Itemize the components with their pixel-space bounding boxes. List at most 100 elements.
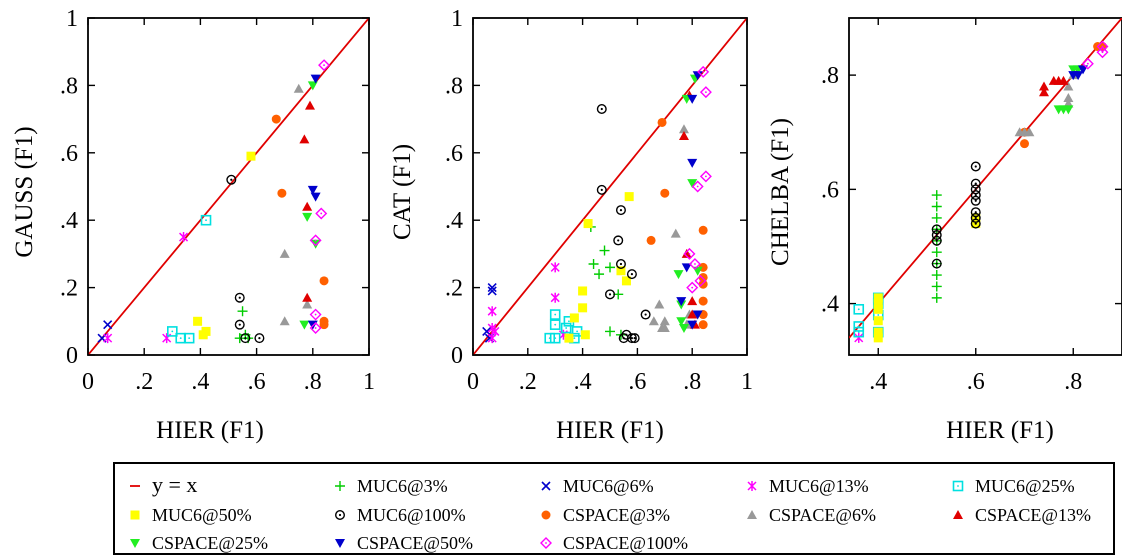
- chelba-point-muc100: [970, 178, 981, 189]
- cat-point-muc50: [578, 303, 588, 313]
- legend-entry-cs13: CSPACE@13%: [953, 505, 1091, 525]
- gauss-point-cs6: [293, 83, 304, 93]
- legend-entry-cs6: CSPACE@6%: [747, 505, 876, 525]
- gauss-y-tick-label: .2: [60, 276, 78, 302]
- chelba-point-cs13: [1058, 75, 1069, 85]
- gauss-point-cs100: [309, 322, 322, 335]
- gauss-series-muc13: [103, 232, 189, 344]
- cat-series-cs100: [683, 65, 712, 294]
- legend-entry-cs25: CSPACE@25%: [130, 533, 268, 553]
- legend-box: [113, 462, 1115, 555]
- cat-point-cs13: [678, 130, 689, 140]
- cat-point-cs25: [673, 270, 684, 280]
- cat-series-cs3: [646, 117, 708, 330]
- gauss-point-muc6: [103, 320, 113, 330]
- chelba-vs-hier-chart: CHELBA (F1) HIER (F1) .4 .6 .8 .4 .6 .8: [767, 17, 1122, 444]
- legend: y = x MUC6@3% MUC6@6% MUC6@13% MUC6@25% MUC6@…: [113, 462, 1115, 555]
- cat-point-cs6: [659, 316, 670, 326]
- legend-label-yx: y = x: [152, 472, 197, 497]
- gauss-point-cs3: [277, 188, 287, 198]
- chelba-point-muc100: [931, 230, 942, 241]
- cat-point-cs13: [687, 309, 698, 319]
- gauss-point-muc13: [103, 333, 113, 344]
- legend-marker-muc6: [541, 481, 551, 491]
- cat-x-tick-label: .6: [628, 369, 646, 395]
- chelba-point-muc100: [970, 207, 981, 218]
- chelba-point-cs13: [1039, 81, 1049, 91]
- cat-y-tick-label: .8: [445, 73, 463, 99]
- gauss-x-tick-label: .6: [248, 369, 266, 395]
- cat-y-tick-label: .2: [445, 276, 463, 302]
- chelba-point-cs50: [1078, 65, 1088, 75]
- cat-point-muc100: [615, 259, 626, 270]
- chelba-point-muc50: [873, 333, 883, 343]
- legend-label-cs100: CSPACE@100%: [563, 533, 688, 553]
- cat-point-cs6: [654, 299, 665, 309]
- gauss-point-cs100: [309, 308, 322, 321]
- cat-y-axis-label: CAT (F1): [389, 144, 416, 240]
- cat-x-axis-label: HIER (F1): [556, 417, 664, 444]
- gauss-point-cs6: [302, 299, 313, 309]
- gauss-point-cs25: [307, 81, 318, 91]
- cat-point-muc50: [569, 313, 579, 323]
- cat-point-muc50: [624, 192, 634, 202]
- chelba-x-tick-label: .4: [869, 369, 887, 395]
- cat-point-muc3: [605, 326, 615, 337]
- legend-marker-muc3: [335, 481, 345, 491]
- chelba-series-cs3: [1020, 42, 1107, 149]
- gauss-point-cs13: [302, 292, 313, 302]
- cat-x-tick-label: 0: [467, 369, 479, 395]
- gauss-point-cs3: [271, 114, 281, 124]
- legend-label-muc3: MUC6@3%: [357, 476, 448, 496]
- cat-point-muc25: [560, 322, 572, 334]
- cat-point-muc25: [571, 326, 583, 337]
- legend-marker-muc13: [747, 481, 757, 491]
- gauss-series-muc25: [167, 214, 212, 344]
- chelba-point-cs50: [1073, 71, 1084, 81]
- legend-label-muc25: MUC6@25%: [975, 476, 1075, 496]
- cat-point-cs3: [698, 296, 708, 306]
- cat-point-muc50: [616, 266, 626, 276]
- cat-point-cs25: [678, 324, 689, 334]
- gauss-point-muc25: [183, 332, 195, 344]
- cat-point-muc100: [629, 333, 640, 344]
- legend-label-muc50: MUC6@50%: [152, 505, 252, 525]
- chelba-y-tick-label: .4: [821, 292, 839, 318]
- gauss-x-tick-label: 0: [82, 369, 94, 395]
- gauss-point-muc100: [234, 292, 245, 303]
- chelba-point-muc100: [931, 258, 942, 269]
- gauss-series-muc6: [97, 320, 113, 343]
- gauss-point-cs25: [302, 212, 313, 222]
- cat-point-cs100: [697, 65, 710, 78]
- legend-label-cs50: CSPACE@50%: [357, 533, 473, 553]
- legend-label-cs13: CSPACE@13%: [975, 505, 1091, 525]
- cat-point-muc3: [599, 245, 610, 256]
- chelba-series-muc50: [873, 213, 981, 343]
- gauss-diagonal-line: [88, 18, 369, 355]
- gauss-point-cs100: [315, 207, 328, 220]
- cat-point-cs50: [681, 263, 692, 273]
- cat-point-cs100: [694, 274, 707, 287]
- legend-marker-cs6: [747, 510, 757, 519]
- chelba-point-cs25: [1063, 105, 1074, 115]
- cat-point-cs3: [698, 272, 708, 282]
- cat-point-muc100: [596, 103, 607, 114]
- chelba-x-axis-label: HIER (F1): [946, 417, 1054, 444]
- legend-entry-muc3: MUC6@3%: [335, 476, 448, 496]
- gauss-point-muc100: [226, 174, 237, 185]
- cat-series-muc100: [596, 103, 651, 344]
- legend-entry-yx: y = x: [130, 472, 197, 497]
- chelba-point-muc50: [873, 293, 883, 303]
- gauss-y-tick-label: .4: [60, 208, 78, 234]
- gauss-point-cs25: [299, 320, 310, 330]
- cat-point-muc100: [640, 309, 651, 320]
- cat-y-tick-label: 0: [451, 343, 463, 369]
- chelba-point-muc100: [970, 190, 981, 201]
- cat-point-muc13: [487, 306, 497, 317]
- legend-marker-muc25: [952, 480, 964, 492]
- chelba-point-muc3: [931, 212, 942, 223]
- cat-point-cs100: [691, 180, 704, 193]
- chelba-point-muc25: [853, 304, 865, 315]
- chelba-y-tick-label: .8: [821, 63, 839, 89]
